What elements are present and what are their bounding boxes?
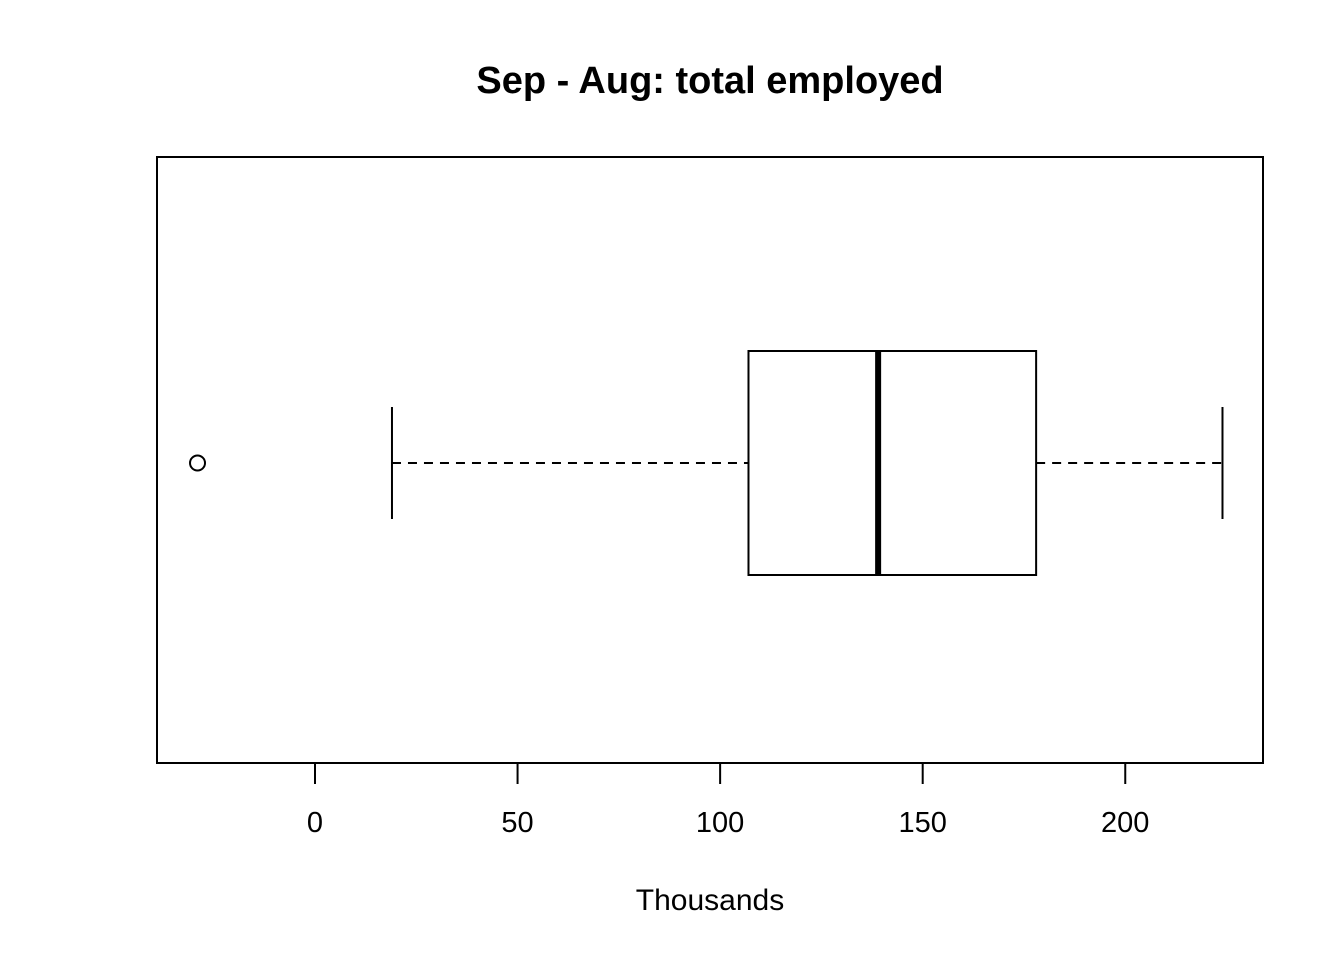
interquartile-box [747, 350, 1038, 576]
box-plot [189, 350, 1224, 576]
x-tick-label: 0 [307, 807, 323, 839]
outlier-point [189, 454, 207, 472]
x-tick-label: 50 [501, 807, 533, 839]
plot-frame [156, 156, 1264, 764]
chart-title: Sep - Aug: total employed [476, 60, 943, 102]
x-tick-label: 150 [898, 807, 946, 839]
x-axis: 0 50 100 150 200 [307, 762, 1149, 839]
x-axis-label: Thousands [636, 884, 784, 917]
x-tick-label: 200 [1101, 807, 1149, 839]
x-tick-label: 100 [696, 807, 744, 839]
